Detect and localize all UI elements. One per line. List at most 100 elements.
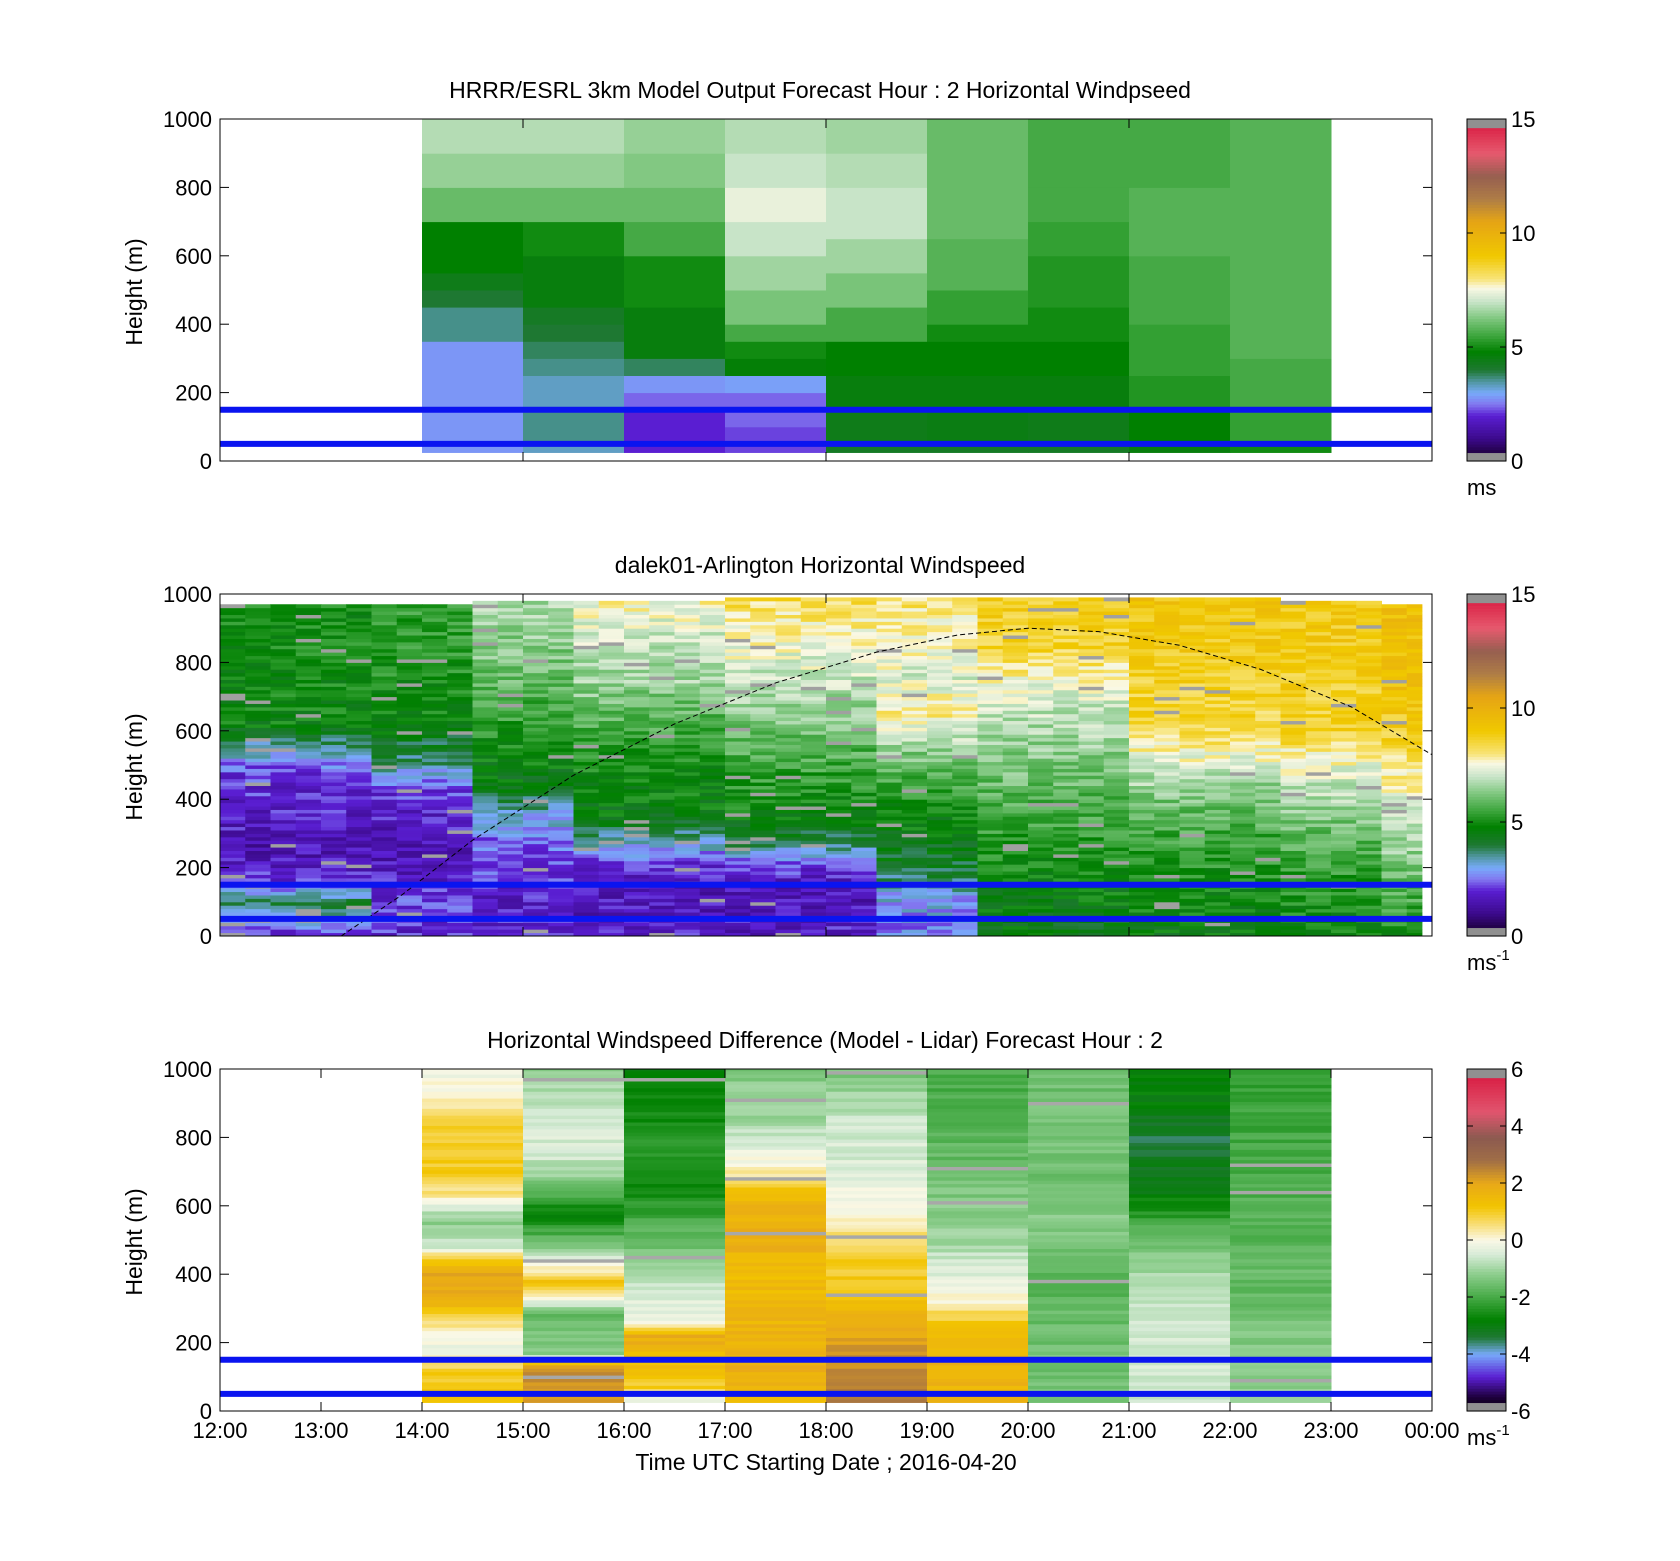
lidar-cell	[1129, 929, 1155, 934]
lidar-cell	[775, 652, 802, 657]
lidar-cell	[1305, 720, 1332, 725]
lidar-cell	[800, 658, 827, 663]
lidar-cell	[1255, 922, 1281, 927]
lidar-cell	[800, 648, 827, 653]
lidar-cell	[497, 744, 524, 749]
lidar-cell	[1356, 912, 1382, 916]
lidar-cell	[699, 652, 726, 657]
lidar-cell	[699, 614, 726, 619]
lidar-cell	[750, 617, 776, 622]
lidar-cell	[800, 853, 827, 858]
lidar-cell	[1103, 799, 1130, 804]
lidar-cell	[1002, 744, 1029, 749]
lidar-cell	[1255, 888, 1281, 893]
lidar-cell	[826, 785, 852, 790]
lidar-cell	[1053, 925, 1079, 930]
lidar-cell	[422, 871, 448, 875]
lidar-cell	[1078, 617, 1105, 622]
lidar-cell	[1129, 795, 1155, 800]
lidar-cell	[321, 819, 347, 824]
lidar-cell	[876, 628, 903, 633]
lidar-cell	[422, 833, 448, 838]
lidar-cell	[422, 720, 448, 725]
lidar-cell	[396, 700, 423, 704]
lidar-cell	[346, 628, 372, 633]
lidar-cell	[220, 891, 246, 896]
lidar-cell	[447, 617, 473, 622]
lidar-cell	[1230, 782, 1256, 787]
colorbar-swatch	[1467, 355, 1506, 359]
lidar-cell	[523, 867, 549, 872]
lidar-cell	[321, 741, 347, 745]
lidar-cell	[750, 809, 776, 814]
lidar-cell	[447, 727, 473, 732]
lidar-cell	[1331, 894, 1357, 899]
colorbar-frame	[1466, 118, 1507, 462]
lidar-cell	[270, 638, 297, 643]
model-cell	[1129, 187, 1231, 257]
lidar-cell	[1103, 713, 1130, 718]
lidar-cell	[270, 908, 297, 913]
lidar-cell	[977, 765, 1004, 769]
lidar-cell	[952, 689, 978, 694]
lidar-cell	[624, 816, 650, 821]
lidar-cell	[295, 788, 322, 793]
lidar-cell	[952, 809, 978, 814]
colorbar-swatch	[1467, 138, 1506, 143]
lidar-cell	[422, 812, 448, 817]
lidar-cell	[1406, 614, 1423, 619]
model-cell	[1028, 409, 1130, 445]
lidar-cell	[396, 867, 423, 872]
lidar-cell	[295, 857, 322, 862]
lidar-cell	[270, 696, 297, 701]
lidar-cell	[725, 836, 751, 841]
lidar-cell	[1103, 775, 1130, 780]
lidar-cell	[624, 628, 650, 633]
lidar-cell	[1103, 912, 1130, 916]
lidar-cell	[725, 829, 751, 834]
lidar-cell	[245, 693, 271, 698]
lidar-cell	[1053, 816, 1079, 821]
lidar-cell	[624, 829, 650, 834]
lidar-cell	[1331, 799, 1357, 804]
lidar-cell	[472, 648, 499, 653]
colorbar-swatch	[1467, 292, 1506, 297]
lidar-cell	[396, 761, 423, 766]
lidar-cell	[725, 867, 751, 872]
lidar-cell	[1154, 700, 1180, 704]
lidar-cell	[1078, 809, 1105, 814]
lidar-cell	[901, 765, 928, 769]
lidar-cell	[295, 816, 322, 821]
lidar-cell	[548, 871, 574, 875]
lidar-cell	[927, 655, 953, 660]
lidar-cell	[800, 703, 827, 708]
lidar-cell	[1356, 693, 1382, 698]
lidar-cell	[1129, 604, 1155, 609]
lidar-cell	[1381, 857, 1408, 862]
lidar-cell	[245, 628, 271, 633]
model-cell	[725, 153, 827, 188]
lidar-cell	[598, 816, 625, 821]
model-cell	[624, 187, 726, 223]
lidar-cell	[775, 645, 802, 650]
lidar-cell	[901, 662, 928, 667]
lidar-cell	[598, 744, 625, 749]
lidar-cell	[1028, 604, 1054, 609]
lidar-cell	[1406, 737, 1423, 742]
lidar-cell	[1028, 754, 1054, 759]
lidar-cell	[573, 823, 600, 828]
lidar-cell	[1028, 672, 1054, 677]
lidar-cell	[1331, 908, 1357, 913]
colorbar-swatch	[1467, 227, 1506, 231]
lidar-cell	[346, 696, 372, 701]
lidar-cell	[750, 905, 776, 910]
lidar-cell	[927, 823, 953, 828]
lidar-cell	[548, 689, 574, 694]
lidar-cell	[548, 758, 574, 763]
lidar-cell	[1280, 645, 1307, 650]
lidar-cell	[396, 652, 423, 657]
lidar-cell	[725, 768, 751, 773]
lidar-cell	[1406, 874, 1423, 879]
lidar-cell	[775, 898, 802, 903]
lidar-cell	[826, 891, 852, 896]
